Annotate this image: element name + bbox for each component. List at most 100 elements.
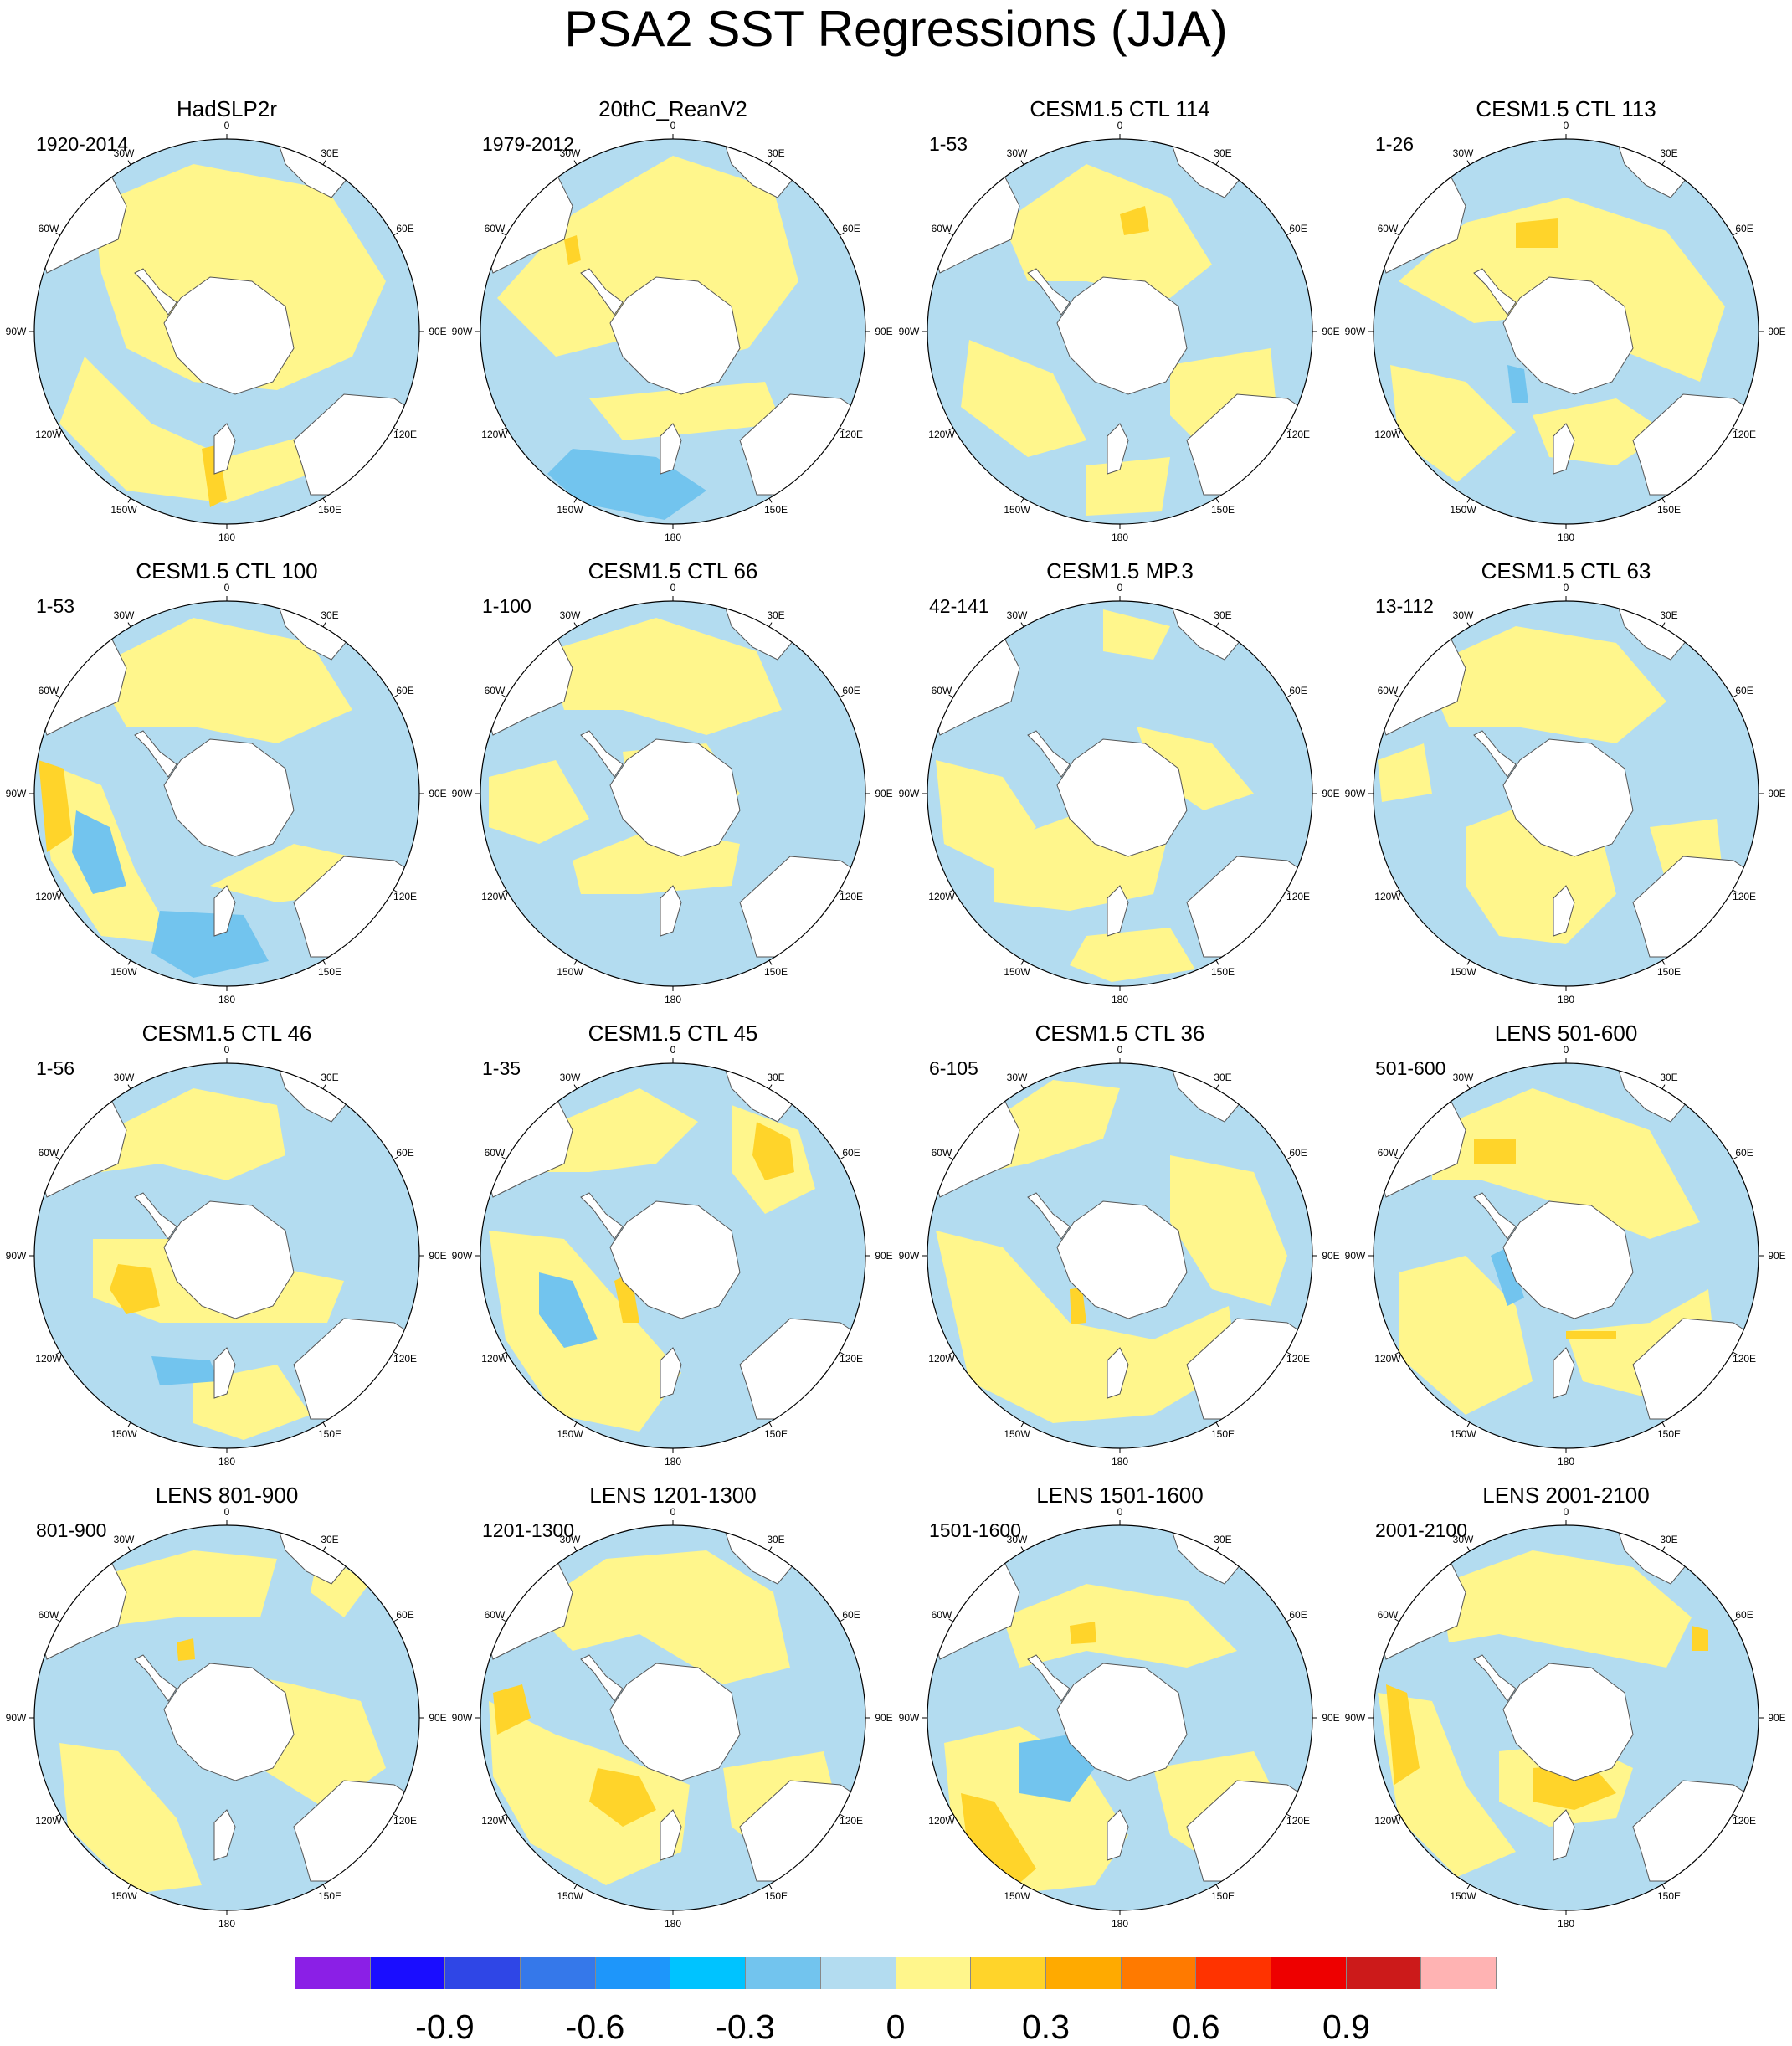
panel-title: LENS 1201-1300: [589, 1483, 757, 1508]
panel-title: CESM1.5 CTL 113: [1476, 96, 1656, 121]
longitude-label: 0: [1563, 582, 1569, 594]
anomaly-region: [539, 1272, 598, 1348]
longitude-label: 30E: [1214, 1533, 1232, 1545]
anomaly-region: [1003, 1584, 1237, 1668]
new-zealand-land: [1107, 1347, 1129, 1399]
longitude-tick: [768, 1421, 773, 1427]
longitude-label: 150E: [1210, 1428, 1235, 1441]
antarctic-peninsula-land: [1473, 268, 1517, 316]
anomaly-region: [1440, 1550, 1692, 1668]
longitude-label: 30W: [1006, 1071, 1028, 1083]
longitude-tick: [573, 497, 578, 503]
new-zealand-land: [1107, 1809, 1129, 1861]
longitude-tick: [1732, 232, 1738, 236]
longitude-label: 180: [218, 1918, 236, 1930]
longitude-label: 120E: [393, 1353, 418, 1365]
longitude-label: 120E: [840, 1815, 864, 1827]
longitude-label: 180: [664, 532, 682, 543]
anomaly-region: [1120, 206, 1149, 235]
longitude-label: 60E: [396, 1147, 414, 1159]
longitude-label: 60E: [842, 1609, 860, 1621]
longitude-label: 30W: [559, 609, 581, 621]
longitude-tick: [127, 497, 131, 503]
panel-period: 801-900: [36, 1519, 107, 1541]
colorbar-box: [1121, 1957, 1197, 1989]
longitude-label: 90E: [875, 1250, 893, 1262]
longitude-label: 90E: [1322, 1712, 1340, 1724]
longitude-label: 30W: [113, 1071, 135, 1083]
panel-title: CESM1.5 CTL 46: [141, 1020, 312, 1046]
longitude-tick: [1215, 497, 1219, 503]
longitude-label: 90W: [451, 1712, 473, 1724]
anomaly-region: [936, 1231, 1237, 1423]
longitude-tick: [1286, 232, 1291, 236]
colorbar-box: [1045, 1957, 1122, 1989]
longitude-label: 90W: [1344, 788, 1366, 799]
longitude-tick: [1732, 1351, 1738, 1355]
anomaly-region: [1070, 1622, 1096, 1644]
anomaly-region: [1474, 1139, 1516, 1164]
anomaly-region: [39, 760, 72, 852]
polar-map: [29, 1520, 424, 1915]
longitude-tick: [768, 497, 773, 503]
longitude-label: 90E: [1768, 788, 1786, 799]
antarctic-peninsula-land: [1473, 1192, 1517, 1240]
longitude-label: 90W: [1344, 1712, 1366, 1724]
anomaly-region: [1003, 164, 1212, 298]
longitude-label: 90W: [898, 788, 920, 799]
longitude-label: 90W: [898, 326, 920, 337]
longitude-tick: [948, 1156, 954, 1160]
colorbar-label: -0.6: [565, 2007, 625, 2046]
antarctic-peninsula-land: [580, 268, 624, 316]
anomaly-region: [93, 164, 386, 390]
longitude-label: 30W: [559, 1533, 581, 1545]
longitude-tick: [573, 1421, 578, 1427]
longitude-label: 120E: [840, 891, 864, 902]
antarctic-peninsula-land: [1027, 268, 1071, 316]
longitude-tick: [1394, 1156, 1400, 1160]
longitude-tick: [322, 1084, 326, 1090]
longitude-label: 120W: [928, 429, 955, 440]
longitude-label: 60W: [1377, 1147, 1399, 1159]
longitude-tick: [501, 232, 507, 236]
longitude-tick: [768, 1546, 773, 1552]
longitude-label: 30W: [559, 1071, 581, 1083]
anomaly-region: [961, 340, 1086, 457]
longitude-tick: [1286, 1156, 1291, 1160]
longitude-tick: [1394, 232, 1400, 236]
longitude-tick: [1732, 427, 1738, 431]
panel-title: CESM1.5 CTL 114: [1030, 96, 1210, 121]
longitude-label: 90W: [1344, 326, 1366, 337]
longitude-label: 120E: [1733, 1353, 1757, 1365]
colorbar: [295, 1957, 1497, 1989]
longitude-tick: [1466, 622, 1471, 628]
longitude-tick: [55, 232, 61, 236]
anomaly-region: [1019, 1735, 1095, 1802]
longitude-tick: [393, 1156, 398, 1160]
longitude-label: 0: [1563, 1506, 1569, 1518]
longitude-label: 30E: [1214, 147, 1232, 159]
longitude-label: 150W: [1450, 966, 1476, 979]
panel-period: 6-105: [929, 1057, 978, 1079]
antarctic-peninsula-land: [580, 1654, 624, 1702]
longitude-tick: [839, 427, 845, 431]
longitude-label: 180: [1557, 994, 1575, 1005]
anomaly-region: [493, 1684, 531, 1735]
panel-period: 501-600: [1375, 1057, 1446, 1079]
longitude-label: 30W: [1452, 609, 1474, 621]
longitude-tick: [393, 1813, 398, 1817]
antarctic-peninsula-land: [134, 1654, 177, 1702]
new-zealand-land: [213, 1809, 236, 1861]
longitude-label: 90W: [451, 1250, 473, 1262]
longitude-tick: [393, 694, 398, 698]
figure-title: PSA2 SST Regressions (JJA): [564, 1, 1228, 57]
longitude-tick: [1215, 1421, 1219, 1427]
longitude-label: 90E: [429, 326, 447, 337]
longitude-label: 180: [1111, 1918, 1129, 1930]
longitude-label: 180: [1111, 532, 1129, 543]
antarctica-land: [609, 1200, 741, 1319]
longitude-tick: [393, 232, 398, 236]
longitude-tick: [1020, 622, 1024, 628]
antarctica-land: [163, 1200, 295, 1319]
anomaly-region: [1432, 1088, 1700, 1239]
